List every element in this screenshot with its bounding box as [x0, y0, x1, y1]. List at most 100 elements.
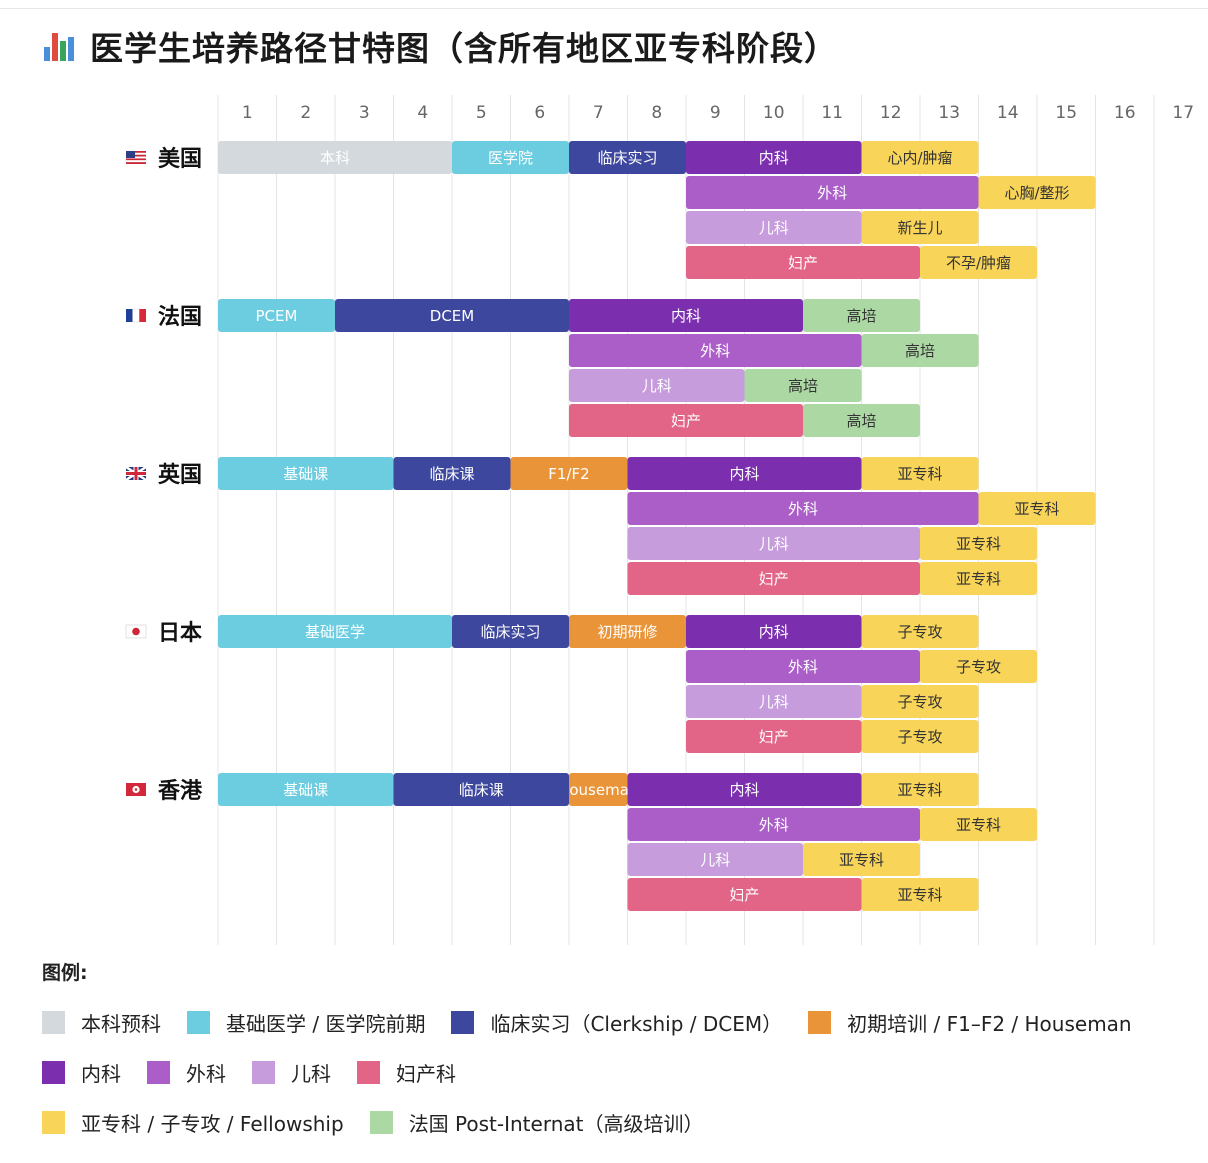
x-tick-label: 6	[534, 103, 545, 123]
gantt-bar-label: 外科	[700, 342, 730, 360]
gantt-bar-ped	[627, 843, 803, 876]
gantt-bar-label: 心胸/整形	[1004, 184, 1069, 202]
gantt-bar-label: PCEM	[256, 307, 298, 325]
gantt-bar-clerk	[393, 773, 569, 806]
legend-label: 临床实习（Clerkship / DCEM）	[490, 1011, 783, 1036]
legend-swatch	[451, 1010, 475, 1034]
country-label: 日本	[158, 621, 202, 646]
country-label: 香港	[158, 779, 203, 804]
gantt-bar-sub	[978, 176, 1096, 209]
gantt-bar-clerk	[452, 615, 569, 648]
gantt-bar-sub	[861, 720, 979, 753]
gantt-bar-basic	[218, 615, 452, 648]
country-label: 美国	[158, 146, 202, 172]
gantt-bar-label: 医学院	[488, 149, 533, 167]
gantt-bar-label: 临床实习	[597, 149, 657, 167]
page-title: 医学生培养路径甘特图（含所有地区亚专科阶段）	[90, 29, 838, 68]
gantt-bar-label: 临床课	[459, 781, 504, 799]
gantt-bar-intern	[510, 457, 628, 490]
gantt-bar-clerk	[569, 141, 686, 174]
bar-chart-icon	[44, 31, 74, 61]
gantt-bar-label: 临床课	[429, 465, 474, 483]
fr-flag-icon	[126, 308, 146, 323]
legend-label: 基础医学 / 医学院前期	[226, 1011, 426, 1036]
flag-canton	[126, 151, 135, 158]
legend-swatch	[369, 1110, 393, 1134]
gantt-bar-label: 临床实习	[480, 623, 540, 641]
gantt-bar-label: 妇产	[759, 570, 789, 588]
gantt-bar-label: 妇产	[788, 254, 818, 272]
gantt-bar-label: 内科	[759, 149, 789, 167]
gantt-bar-intern	[569, 615, 686, 648]
gantt-bar-obgyn	[627, 562, 920, 595]
flag-stripe	[126, 154, 146, 157]
gantt-bar-surg	[686, 650, 920, 683]
country-label: 法国	[158, 305, 202, 330]
gantt-bar-clerk	[393, 457, 511, 490]
gantt-bar-label: 妇产	[759, 728, 789, 746]
flag-band	[132, 308, 140, 323]
legend-label: 法国 Post-Internat（高级培训）	[408, 1111, 704, 1136]
x-tick-label: 5	[476, 103, 487, 123]
gantt-bar-clerk	[335, 299, 569, 332]
x-tick-label: 15	[1055, 103, 1077, 123]
legend-label: 内科	[81, 1061, 121, 1086]
gantt-bar-label: 亚专科	[956, 535, 1001, 553]
gantt-bar-label: Houseman	[558, 781, 638, 799]
gantt-bar-label: 新生儿	[897, 219, 942, 237]
country-label: 英国	[158, 463, 202, 488]
gantt-bar-sub	[861, 211, 979, 244]
flag-stripe	[126, 151, 146, 153]
gantt-bar-label: 子专攻	[897, 728, 942, 746]
gantt-bar-label: 妇产	[671, 412, 701, 430]
gantt-bar-label: 高培	[905, 342, 935, 360]
legend-label: 亚专科 / 子专攻 / Fellowship	[81, 1111, 344, 1136]
gantt-bar-surg	[569, 334, 862, 367]
hk-flag-icon	[126, 783, 146, 796]
gantt-bar-sub	[920, 246, 1037, 279]
gantt-bar-sub	[920, 808, 1037, 841]
legend-row: 内科 外科 儿科 妇产科	[42, 1058, 1192, 1087]
gantt-bar-med	[686, 615, 862, 648]
flag-stripe	[126, 158, 146, 161]
gantt-bar-label: 内科	[729, 465, 759, 483]
gantt-bar-obgyn	[686, 720, 862, 753]
legend-swatch	[147, 1060, 170, 1084]
gantt-bar-sub	[920, 562, 1037, 595]
gantt-bar-label: 子专攻	[897, 693, 942, 711]
x-tick-label: 3	[359, 103, 370, 123]
gantt-bar-sub	[978, 492, 1096, 525]
x-tick-label: 2	[300, 103, 311, 123]
jp-flag-icon	[125, 624, 147, 639]
gantt-bar-label: 高培	[846, 307, 876, 325]
legend-title: 图例:	[42, 962, 88, 984]
gantt-bar-med	[627, 773, 862, 806]
gantt-bar-label: 高培	[788, 377, 818, 395]
gantt-bar-post	[803, 299, 920, 332]
flag-band	[139, 309, 146, 322]
gantt-bar-label: 儿科	[642, 377, 672, 395]
gantt-bar-surg	[686, 176, 979, 209]
gantt-bar-label: 高培	[846, 412, 876, 430]
x-tick-label: 1	[242, 103, 253, 123]
flag-cross	[126, 472, 146, 475]
x-tick-label: 7	[593, 103, 604, 123]
flag-flower-center	[134, 788, 138, 791]
gantt-bar-label: 基础课	[283, 465, 328, 483]
gantt-bar-obgyn	[627, 878, 862, 911]
gantt-bar-label: 子专攻	[956, 658, 1001, 676]
gantt-bar-sub	[861, 878, 979, 911]
gantt-bar-label: 儿科	[700, 851, 730, 869]
flag-stripe	[126, 162, 146, 164]
gantt-bar-label: 外科	[788, 658, 818, 676]
legend-item-ped: 儿科	[252, 1058, 331, 1087]
legend-label: 妇产科	[396, 1061, 456, 1086]
flag-stripe	[126, 156, 146, 159]
gantt-bar-label: 亚专科	[956, 816, 1001, 834]
gantt-bar-ped	[686, 685, 862, 718]
gantt-bar-med	[627, 457, 862, 490]
